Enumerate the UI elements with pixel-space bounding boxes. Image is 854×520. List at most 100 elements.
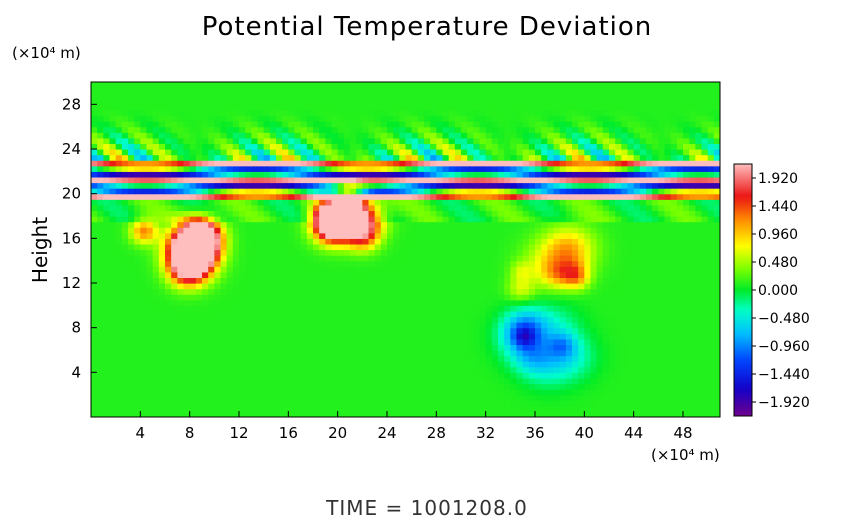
- heatmap-cell: [374, 176, 382, 184]
- heatmap-cell: [251, 255, 259, 262]
- heatmap-cell: [171, 394, 178, 401]
- heatmap-cell: [343, 255, 351, 262]
- heatmap-cell: [559, 210, 567, 217]
- heatmap-cell: [442, 149, 450, 156]
- heatmap-cell: [331, 243, 339, 251]
- heatmap-cell: [288, 271, 296, 279]
- heatmap-cell: [276, 322, 283, 329]
- heatmap-cell: [652, 333, 659, 340]
- heatmap-cell: [288, 171, 296, 178]
- heatmap-cell: [319, 204, 326, 212]
- heatmap-cell: [436, 400, 444, 407]
- heatmap-cell: [325, 243, 333, 251]
- heatmap-cell: [491, 255, 499, 262]
- heatmap-cell: [226, 193, 234, 200]
- heatmap-cell: [695, 372, 703, 379]
- heatmap-cell: [615, 383, 622, 390]
- heatmap-cell: [510, 277, 518, 284]
- heatmap-cell: [325, 171, 333, 178]
- heatmap-cell: [430, 232, 437, 239]
- heatmap-cell: [306, 154, 314, 161]
- heatmap-cell: [528, 411, 536, 417]
- heatmap-cell: [276, 165, 283, 172]
- heatmap-cell: [152, 327, 160, 334]
- heatmap-cell: [195, 271, 203, 279]
- heatmap-cell: [337, 389, 345, 396]
- heatmap-cell: [498, 193, 505, 200]
- heatmap-cell: [664, 316, 672, 323]
- heatmap-cell: [701, 171, 709, 178]
- heatmap-cell: [448, 243, 456, 251]
- heatmap-cell: [461, 411, 468, 417]
- heatmap-cell: [639, 305, 647, 312]
- heatmap-cell: [313, 327, 320, 334]
- heatmap-cell: [319, 383, 326, 390]
- heatmap-cell: [140, 322, 148, 329]
- heatmap-cell: [97, 377, 104, 385]
- heatmap-cell: [701, 249, 709, 256]
- heatmap-cell: [467, 160, 474, 167]
- heatmap-cell: [516, 316, 524, 323]
- heatmap-cell: [165, 255, 172, 262]
- heatmap-cell: [436, 232, 444, 239]
- heatmap-cell: [202, 299, 209, 306]
- heatmap-cell: [257, 171, 265, 178]
- heatmap-cell: [109, 316, 117, 323]
- heatmap-cell: [294, 216, 302, 223]
- heatmap-cell: [183, 350, 191, 357]
- heatmap-cell: [430, 400, 437, 407]
- heatmap-cell: [658, 204, 666, 212]
- heatmap-cell: [97, 216, 104, 223]
- heatmap-cell: [707, 377, 715, 385]
- heatmap-cell: [510, 238, 518, 245]
- heatmap-cell: [152, 154, 160, 161]
- heatmap-cell: [578, 394, 585, 401]
- heatmap-cell: [103, 344, 111, 351]
- heatmap-cell: [535, 288, 542, 295]
- heatmap-cell: [251, 383, 259, 390]
- heatmap-cell: [208, 405, 215, 413]
- heatmap-cell: [596, 232, 604, 239]
- heatmap-cell: [177, 204, 185, 212]
- heatmap-cell: [331, 238, 339, 245]
- heatmap-cell: [294, 255, 302, 262]
- heatmap-cell: [676, 149, 684, 156]
- heatmap-cell: [245, 154, 252, 161]
- heatmap-cell: [590, 149, 598, 156]
- heatmap-cell: [103, 221, 111, 228]
- heatmap-cell: [411, 193, 419, 200]
- heatmap-cell: [689, 283, 696, 290]
- heatmap-cell: [319, 350, 326, 357]
- heatmap-cell: [350, 216, 357, 223]
- heatmap-cell: [528, 171, 536, 178]
- heatmap-cell: [399, 227, 407, 234]
- heatmap-cell: [695, 221, 703, 228]
- heatmap-cell: [442, 333, 450, 340]
- heatmap-cell: [615, 350, 622, 357]
- heatmap-cell: [590, 394, 598, 401]
- heatmap-cell: [226, 143, 234, 150]
- heatmap-cell: [313, 389, 320, 396]
- heatmap-cell: [380, 338, 388, 346]
- heatmap-cell: [547, 327, 555, 334]
- heatmap-cell: [448, 333, 456, 340]
- heatmap-cell: [362, 361, 370, 368]
- heatmap-cell: [498, 277, 505, 284]
- heatmap-cell: [596, 350, 604, 357]
- heatmap-cell: [226, 322, 234, 329]
- heatmap-cell: [171, 338, 178, 346]
- heatmap-cell: [621, 182, 629, 189]
- heatmap-cell: [257, 372, 265, 379]
- heatmap-cell: [572, 171, 579, 178]
- heatmap-cell: [350, 411, 357, 417]
- heatmap-cell: [522, 333, 530, 340]
- heatmap-cell: [97, 143, 104, 150]
- heatmap-cell: [411, 389, 419, 396]
- heatmap-cell: [208, 372, 215, 379]
- heatmap-cell: [652, 216, 659, 223]
- heatmap-cell: [91, 227, 98, 234]
- heatmap-cell: [319, 171, 326, 178]
- heatmap-cell: [239, 260, 246, 267]
- heatmap-cell: [713, 361, 720, 368]
- heatmap-cell: [553, 260, 561, 267]
